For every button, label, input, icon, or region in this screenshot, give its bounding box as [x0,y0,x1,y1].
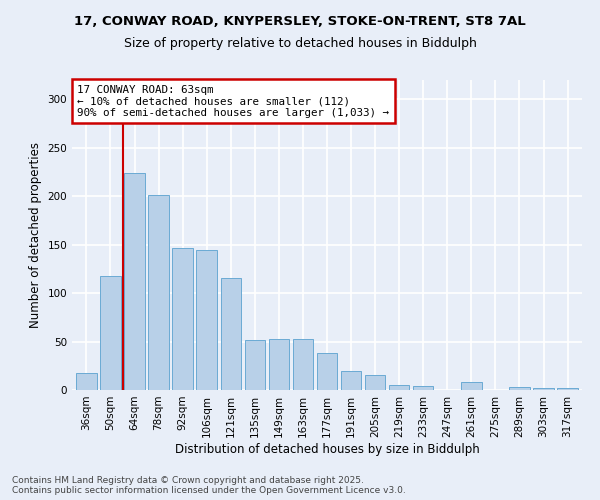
Bar [341,370,361,390]
Text: Size of property relative to detached houses in Biddulph: Size of property relative to detached ho… [124,38,476,51]
Bar [293,338,313,390]
Bar [461,382,482,390]
Bar [221,278,241,390]
Bar [100,276,121,390]
Text: Contains HM Land Registry data © Crown copyright and database right 2025.
Contai: Contains HM Land Registry data © Crown c… [12,476,406,495]
X-axis label: Distribution of detached houses by size in Biddulph: Distribution of detached houses by size … [175,442,479,456]
Y-axis label: Number of detached properties: Number of detached properties [29,142,42,328]
Text: 17, CONWAY ROAD, KNYPERSLEY, STOKE-ON-TRENT, ST8 7AL: 17, CONWAY ROAD, KNYPERSLEY, STOKE-ON-TR… [74,15,526,28]
Bar [245,340,265,390]
Bar [509,387,530,390]
Bar [533,388,554,390]
Bar [413,386,433,390]
Bar [76,372,97,390]
Bar [172,248,193,390]
Bar [389,385,409,390]
Bar [269,338,289,390]
Bar [365,374,385,390]
Bar [196,250,217,390]
Bar [317,353,337,390]
Bar [148,196,169,390]
Bar [124,173,145,390]
Bar [557,388,578,390]
Text: 17 CONWAY ROAD: 63sqm
← 10% of detached houses are smaller (112)
90% of semi-det: 17 CONWAY ROAD: 63sqm ← 10% of detached … [77,84,389,118]
